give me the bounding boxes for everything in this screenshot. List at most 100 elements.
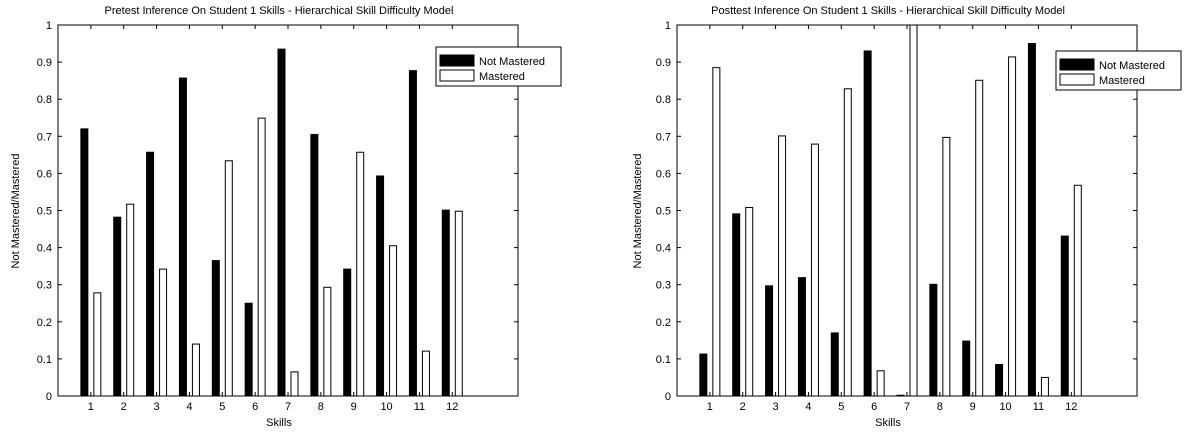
- bar-mastered: [975, 79, 984, 397]
- y-tick-label: 0.7: [37, 131, 52, 143]
- legend-swatch-not-mastered: [439, 54, 475, 67]
- legend-label-mastered: Mastered: [479, 71, 525, 83]
- bars-group: [699, 24, 1082, 397]
- x-axis-label: Skills: [266, 417, 292, 429]
- x-tick-label: 6: [252, 401, 258, 413]
- bar-mastered: [126, 203, 135, 397]
- y-tick-label: 0.9: [656, 57, 671, 69]
- y-tick-label: 0.1: [656, 354, 671, 366]
- y-tick-label: 0: [46, 391, 52, 403]
- x-tick-label: 11: [414, 401, 425, 413]
- legend-label-not-mastered: Not Mastered: [479, 56, 545, 68]
- bar-mastered: [843, 88, 852, 397]
- bar-not-mastered: [830, 332, 839, 397]
- bar-not-mastered: [732, 213, 741, 397]
- y-tick-label: 0.1: [37, 354, 52, 366]
- bar-not-mastered: [929, 283, 938, 397]
- bar-not-mastered: [277, 48, 286, 397]
- legend-swatch-not-mastered: [1059, 58, 1095, 71]
- bar-mastered: [1008, 56, 1017, 397]
- x-tick-label: 4: [186, 401, 192, 413]
- x-tick-label: 12: [446, 401, 458, 413]
- bar-not-mastered: [113, 216, 122, 397]
- bar-mastered: [876, 370, 885, 397]
- x-tick-label: 8: [318, 401, 324, 413]
- x-tick-label: 8: [937, 401, 943, 413]
- y-tick-label: 0.3: [37, 280, 52, 292]
- bar-mastered: [745, 207, 754, 397]
- y-tick-label: 0.8: [656, 94, 671, 106]
- bar-mastered: [712, 67, 721, 397]
- y-tick-label: 0.4: [37, 243, 52, 255]
- bar-mastered: [1040, 376, 1049, 397]
- x-axis-label: Skills: [875, 417, 901, 429]
- x-tick-label: 1: [707, 401, 713, 413]
- x-tick-label: 4: [805, 401, 811, 413]
- legend: Not Mastered Mastered: [1055, 50, 1182, 91]
- bar-mastered: [810, 143, 819, 397]
- bar-mastered: [93, 292, 102, 397]
- bar-mastered: [778, 135, 787, 397]
- chart-title: Posttest Inference On Student 1 Skills -…: [711, 5, 1065, 17]
- bar-not-mastered: [863, 50, 872, 397]
- y-tick-label: 1: [665, 20, 671, 32]
- bar-mastered: [942, 136, 951, 397]
- x-tick-label: 2: [121, 401, 127, 413]
- x-tick-label: 1: [88, 401, 94, 413]
- ticks-group: 00.10.20.30.40.50.60.70.80.911 2 3 4 5 6 7 8 9 10…: [656, 20, 1137, 413]
- y-tick-label: 0.5: [37, 206, 52, 218]
- bar-mastered: [1073, 184, 1082, 397]
- bar-not-mastered: [441, 209, 450, 397]
- y-tick-label: 0.6: [656, 168, 671, 180]
- bar-mastered: [224, 160, 233, 397]
- bar-not-mastered: [178, 77, 187, 397]
- bar-not-mastered: [80, 128, 89, 397]
- bar-not-mastered: [244, 302, 253, 397]
- bar-mastered: [159, 268, 168, 397]
- bar-not-mastered: [343, 268, 352, 397]
- y-axis-label: Not Mastered/Mastered: [10, 154, 22, 269]
- y-tick-label: 0: [665, 391, 671, 403]
- legend-label-not-mastered: Not Mastered: [1099, 60, 1165, 72]
- y-tick-label: 0.7: [656, 131, 671, 143]
- x-tick-label: 6: [871, 401, 877, 413]
- bar-not-mastered: [408, 70, 417, 397]
- bar-not-mastered: [1060, 235, 1069, 397]
- x-tick-label: 9: [970, 401, 976, 413]
- y-tick-label: 0.2: [37, 317, 52, 329]
- x-tick-label: 9: [351, 401, 357, 413]
- bar-mastered: [257, 117, 266, 397]
- bar-not-mastered: [962, 340, 971, 397]
- x-tick-label: 3: [773, 401, 779, 413]
- x-tick-label: 7: [285, 401, 291, 413]
- bar-mastered: [454, 210, 463, 397]
- bar-not-mastered: [797, 277, 806, 397]
- bar-not-mastered: [376, 175, 385, 397]
- y-tick-label: 0.3: [656, 280, 671, 292]
- bar-mastered: [389, 245, 398, 397]
- bar-mastered: [290, 371, 299, 397]
- bar-not-mastered: [310, 133, 319, 397]
- chart-title: Pretest Inference On Student 1 Skills - …: [105, 5, 454, 17]
- posttest-chart: Posttest Inference On Student 1 Skills -…: [632, 5, 1182, 429]
- bar-not-mastered: [1027, 43, 1036, 397]
- y-tick-label: 0.2: [656, 317, 671, 329]
- bar-mastered: [191, 343, 200, 397]
- bar-not-mastered: [211, 260, 220, 397]
- y-tick-label: 1: [46, 20, 52, 32]
- y-tick-label: 0.8: [37, 94, 52, 106]
- bar-mastered: [323, 286, 332, 397]
- pretest-chart: Pretest Inference On Student 1 Skills - …: [10, 5, 562, 429]
- bar-mastered: [909, 24, 918, 397]
- legend: Not Mastered Mastered: [435, 46, 562, 87]
- legend-swatch-mastered: [1059, 73, 1095, 86]
- bar-not-mastered: [146, 151, 155, 397]
- legend-swatch-mastered: [439, 69, 475, 82]
- legend-label-mastered: Mastered: [1099, 75, 1145, 87]
- x-tick-label: 3: [154, 401, 160, 413]
- x-tick-label: 5: [219, 401, 225, 413]
- bar-mastered: [421, 350, 430, 397]
- plot-frame: [57, 24, 519, 397]
- x-tick-label: 2: [740, 401, 746, 413]
- x-tick-label: 10: [380, 401, 392, 413]
